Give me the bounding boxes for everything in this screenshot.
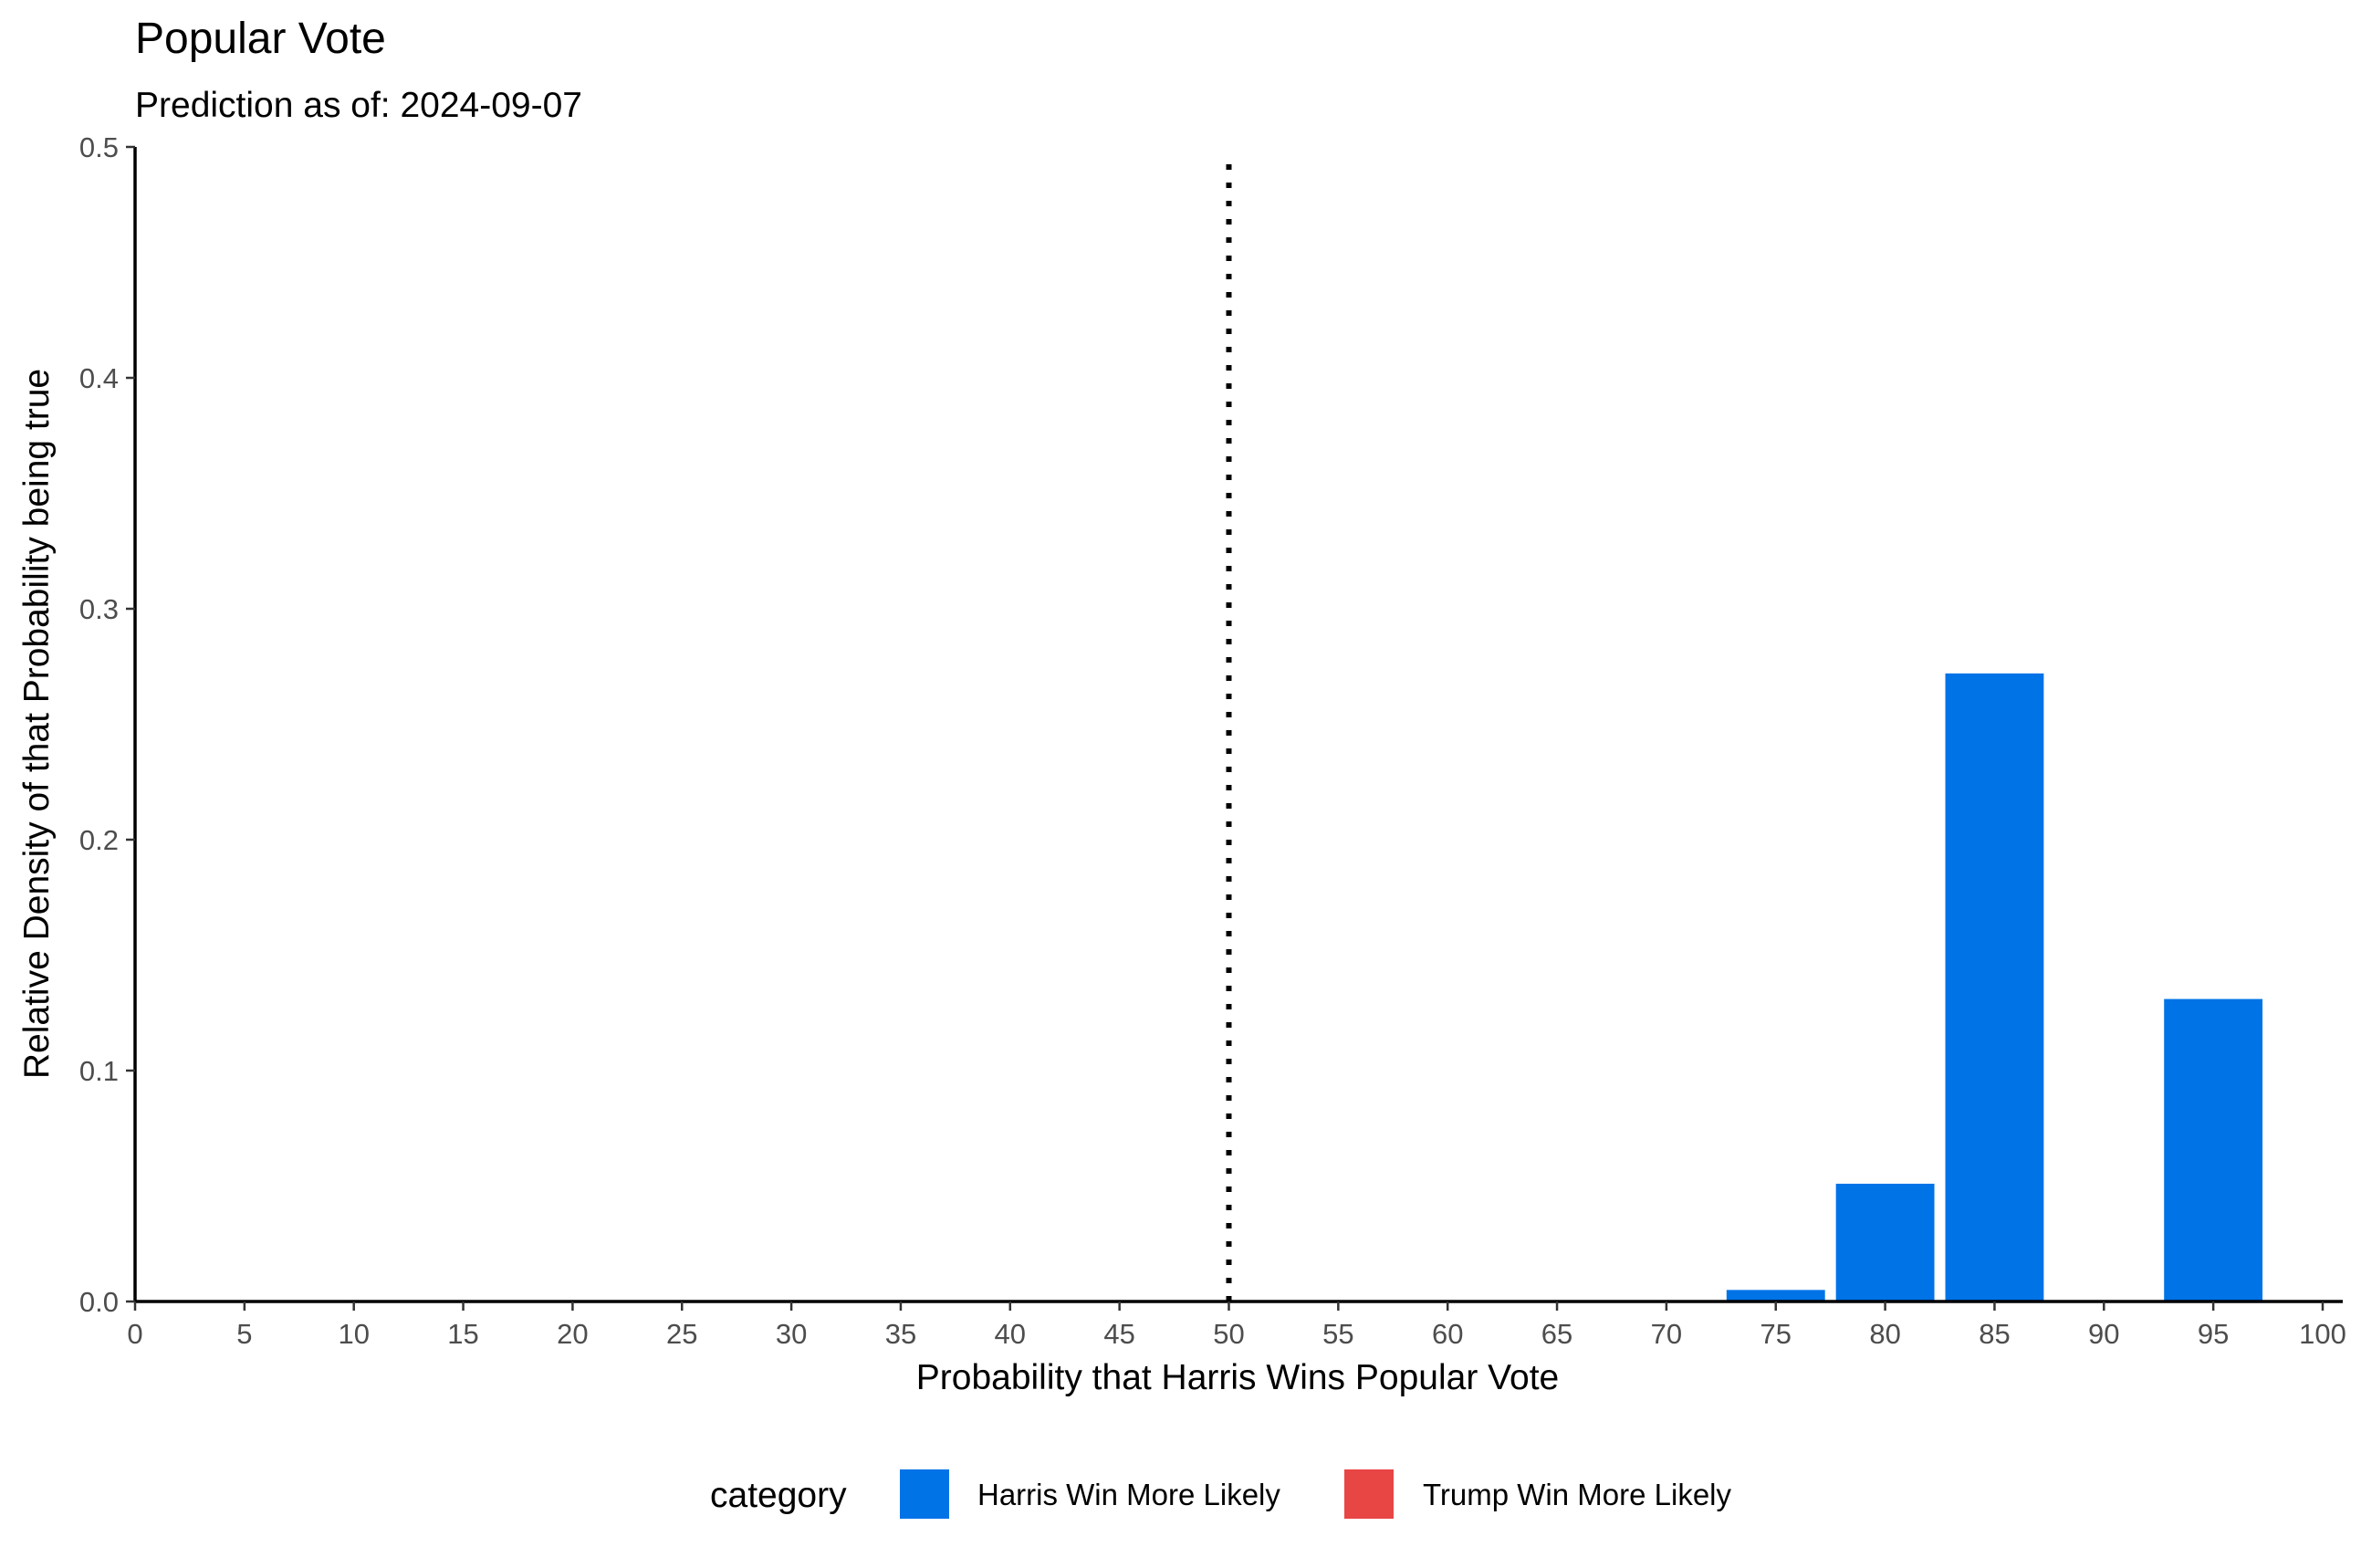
legend-swatch-trump	[1344, 1469, 1394, 1519]
y-tick-label: 0.5	[79, 131, 119, 163]
y-tick-label: 0.1	[79, 1055, 119, 1087]
legend-swatch-harris	[900, 1469, 949, 1519]
bar-95	[2164, 998, 2263, 1301]
bar-80	[1835, 1183, 1935, 1301]
y-tick-label: 0.3	[79, 593, 119, 625]
x-tick-label: 30	[776, 1318, 807, 1350]
x-ticks-layer: 0 5 10 15 20 25 30 35 40 45 50 55 60 65 70 75 80 85 90 95 10…	[127, 1301, 2346, 1350]
chart-title: Popular Vote	[135, 15, 386, 63]
x-tick-label: 75	[1760, 1318, 1792, 1350]
x-tick-label: 15	[447, 1318, 478, 1350]
bar-75	[1726, 1290, 1825, 1301]
x-tick-label: 25	[666, 1318, 697, 1350]
x-tick-label: 80	[1869, 1318, 1900, 1350]
x-tick-label: 55	[1322, 1318, 1353, 1350]
bars-layer	[1726, 673, 2263, 1301]
x-tick-label: 70	[1651, 1318, 1682, 1350]
x-axis-title: Probability that Harris Wins Popular Vot…	[916, 1358, 1559, 1397]
legend-label-trump: Trump Win More Likely	[1423, 1478, 1732, 1511]
x-tick-label: 95	[2198, 1318, 2229, 1350]
y-ticks-layer: 0.0 0.1 0.2 0.3 0.4 0.5	[79, 131, 135, 1318]
x-tick-label: 45	[1103, 1318, 1134, 1350]
x-tick-label: 10	[338, 1318, 369, 1350]
x-tick-label: 90	[2088, 1318, 2119, 1350]
y-tick-label: 0.2	[79, 824, 119, 856]
x-tick-label: 85	[1979, 1318, 2010, 1350]
y-axis-title: Relative Density of that Probability bei…	[17, 369, 57, 1079]
chart-subtitle: Prediction as of: 2024-09-07	[135, 86, 582, 125]
x-tick-label: 60	[1432, 1318, 1463, 1350]
x-tick-label: 35	[885, 1318, 916, 1350]
x-tick-label: 20	[557, 1318, 588, 1350]
x-tick-label: 0	[127, 1318, 142, 1350]
x-tick-label: 5	[236, 1318, 252, 1350]
legend: category Harris Win More Likely Trump Wi…	[710, 1469, 1732, 1519]
bar-85	[1945, 673, 2044, 1301]
legend-label-harris: Harris Win More Likely	[977, 1478, 1280, 1511]
x-tick-label: 65	[1541, 1318, 1572, 1350]
x-tick-label: 50	[1213, 1318, 1244, 1350]
axes-layer	[133, 147, 2343, 1303]
legend-title: category	[710, 1476, 847, 1515]
y-tick-label: 0.4	[79, 362, 119, 394]
x-tick-label: 100	[2299, 1318, 2346, 1350]
x-tick-label: 40	[995, 1318, 1026, 1350]
y-tick-label: 0.0	[79, 1286, 119, 1318]
